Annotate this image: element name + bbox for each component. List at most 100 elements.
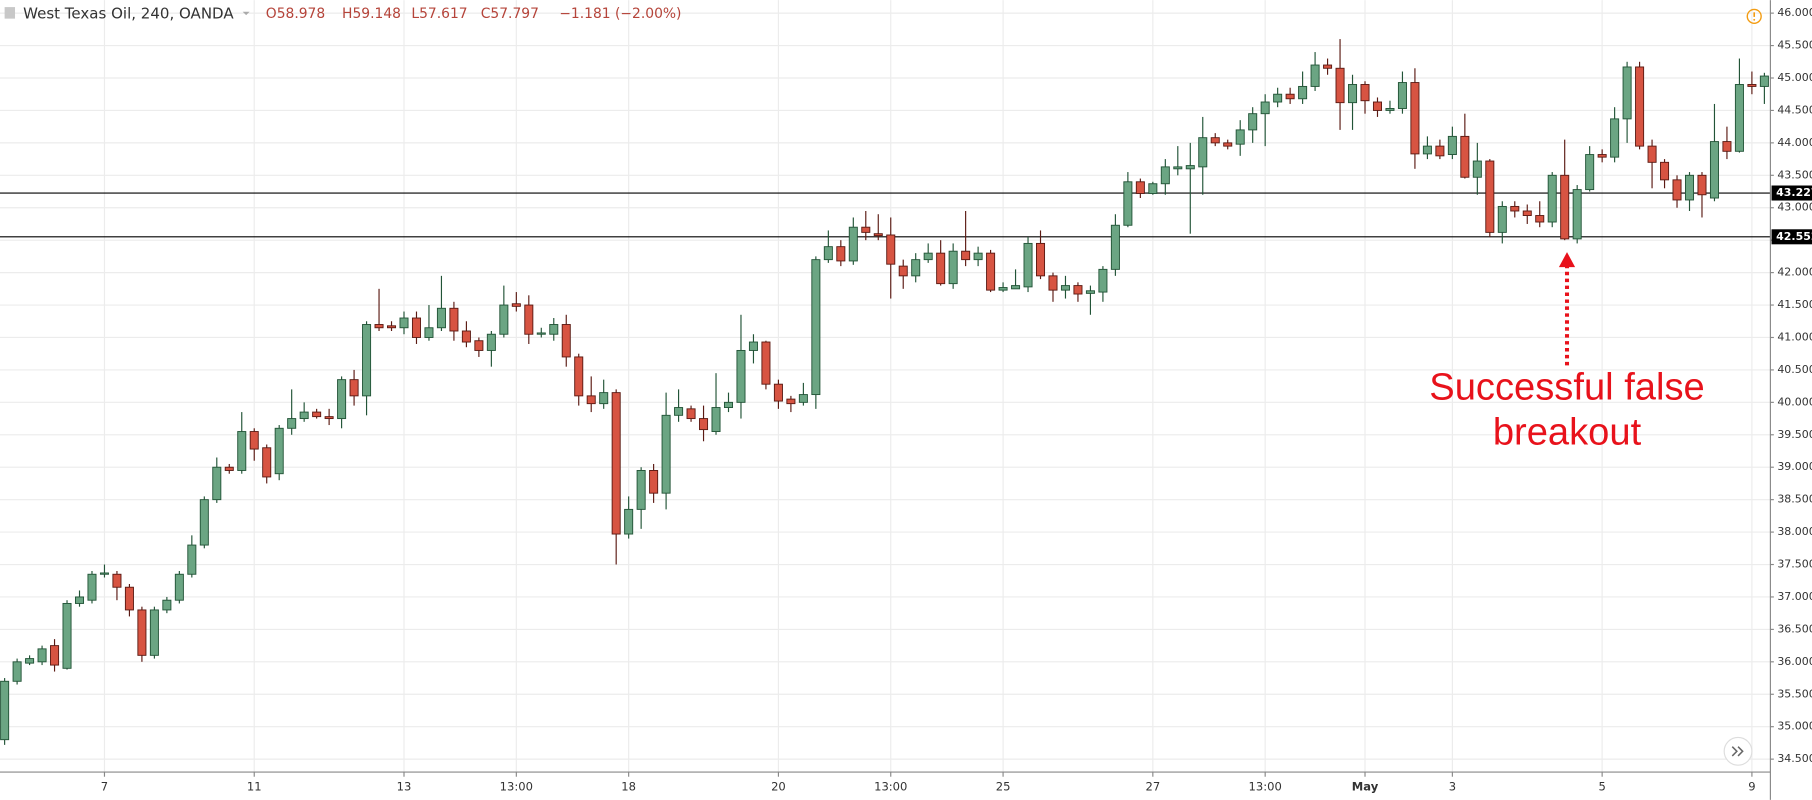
annotation: breakout xyxy=(1493,411,1642,454)
candle-body xyxy=(948,250,958,285)
x-tick-label: 11 xyxy=(247,780,262,794)
candle-body xyxy=(1422,145,1432,155)
y-tick-label: 39.500 xyxy=(1777,428,1812,441)
header-value: H59.148 xyxy=(342,6,401,22)
candle-body xyxy=(1048,275,1058,291)
candle-body xyxy=(499,304,509,335)
candle-body xyxy=(1173,166,1183,170)
candle-body xyxy=(74,596,85,604)
candle-body xyxy=(1560,174,1570,240)
header-value: C57.797 xyxy=(481,6,539,22)
candle-body xyxy=(411,317,421,338)
candle-body xyxy=(1060,285,1070,291)
candle-body xyxy=(1198,137,1208,168)
candle-body xyxy=(1223,142,1233,147)
candle-body xyxy=(511,303,521,307)
y-tick-label: 41.000 xyxy=(1777,330,1812,343)
candle-body xyxy=(761,341,771,385)
candle-body xyxy=(1310,64,1320,87)
y-tick-label: 35.000 xyxy=(1777,720,1812,733)
candle-body xyxy=(174,573,184,601)
candle-body xyxy=(1360,84,1370,102)
candle-body xyxy=(249,431,259,450)
candle-body xyxy=(649,470,659,494)
y-tick-label: 40.000 xyxy=(1777,395,1812,408)
alert-icon[interactable] xyxy=(1746,8,1762,24)
candle-body xyxy=(798,394,808,403)
candle-body xyxy=(624,508,634,535)
grid xyxy=(0,0,1771,773)
scroll-button-icon xyxy=(1731,746,1744,757)
candle-body xyxy=(748,341,758,351)
candle-body xyxy=(362,324,372,397)
y-tick-label: 36.500 xyxy=(1777,622,1812,635)
x-tick-label: 18 xyxy=(621,780,636,794)
candle-body xyxy=(1148,183,1158,194)
candle-body xyxy=(262,447,272,478)
candle-body xyxy=(1684,174,1695,201)
candle-body xyxy=(886,234,896,265)
x-tick-label: 5 xyxy=(1598,780,1605,794)
level-label: 43.227 xyxy=(1776,186,1812,199)
candle-body xyxy=(1260,101,1270,115)
candle-body xyxy=(973,252,983,261)
candle-body xyxy=(1210,137,1220,144)
y-tick-label: 42.000 xyxy=(1777,266,1812,279)
candle-body xyxy=(1248,113,1258,131)
y-tick-label: 40.500 xyxy=(1777,363,1812,376)
candle-body xyxy=(299,411,309,420)
candle-body xyxy=(574,356,584,397)
candle-body xyxy=(1397,82,1407,109)
y-tick-label: 36.000 xyxy=(1777,655,1812,668)
candle-body xyxy=(436,307,446,329)
candle-body xyxy=(324,416,334,420)
candle-body xyxy=(1709,141,1719,199)
candle-body xyxy=(1348,84,1358,104)
candle-body xyxy=(287,418,297,429)
y-tick-label: 37.500 xyxy=(1777,558,1812,571)
candle-body xyxy=(199,499,209,546)
candle-body xyxy=(536,332,546,335)
candle-body xyxy=(1697,174,1707,196)
candle-body xyxy=(312,411,322,418)
candle-body xyxy=(1734,84,1744,152)
candle-body xyxy=(1085,290,1095,294)
candle-body xyxy=(486,333,496,351)
scroll-button[interactable] xyxy=(1723,736,1753,766)
candle-body xyxy=(374,324,384,329)
candle-body xyxy=(961,250,971,261)
candle-body xyxy=(1435,145,1445,157)
x-tick-label: 3 xyxy=(1449,780,1456,794)
x-tick-label: 13:00 xyxy=(500,780,533,794)
candle-body xyxy=(1460,135,1470,178)
axes: 46.000 45.500 45.000 44.500 44.000 43.500 43.0… xyxy=(101,6,1812,794)
candle-body xyxy=(474,340,484,351)
candle-body xyxy=(1647,145,1657,163)
y-tick-label: 38.500 xyxy=(1777,493,1812,506)
candle-body xyxy=(861,226,871,233)
y-tick-label: 43.500 xyxy=(1777,168,1812,181)
candle-body xyxy=(1547,174,1557,223)
candle-body xyxy=(1610,118,1620,158)
candle-body xyxy=(1023,242,1033,288)
y-tick-label: 37.000 xyxy=(1777,590,1812,603)
candle-body xyxy=(99,572,109,575)
candle-body xyxy=(124,586,134,611)
candle-body xyxy=(149,609,159,656)
candle-body xyxy=(1522,210,1532,216)
candle-body xyxy=(1410,82,1420,155)
candle-body xyxy=(187,544,197,575)
annotation: Successful false xyxy=(1429,366,1704,409)
candle-body xyxy=(773,383,783,402)
candle-body xyxy=(337,379,347,420)
title-dropdown[interactable] xyxy=(242,11,250,16)
y-tick-label: 39.000 xyxy=(1777,460,1812,473)
candle-body xyxy=(1135,181,1145,194)
candle-body xyxy=(349,379,359,397)
candle-body xyxy=(674,407,684,416)
candle-body xyxy=(387,325,397,329)
candle-body xyxy=(212,466,222,501)
candle-body xyxy=(37,648,47,663)
